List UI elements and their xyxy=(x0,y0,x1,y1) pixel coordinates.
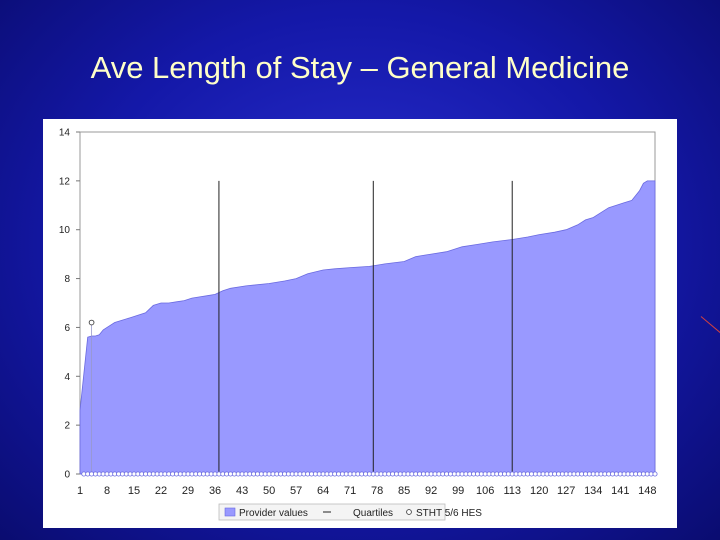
x-tick-label: 71 xyxy=(344,485,356,497)
x-tick-label: 64 xyxy=(317,485,329,497)
y-tick-label: 14 xyxy=(59,128,71,139)
baseline-marker xyxy=(652,471,658,477)
legend-label-stht: STHT 5/6 HES xyxy=(416,508,482,519)
y-tick-label: 10 xyxy=(59,225,71,236)
x-tick-label: 22 xyxy=(155,485,167,497)
y-tick-label: 8 xyxy=(64,274,70,285)
x-tick-label: 50 xyxy=(263,485,275,497)
x-tick-label: 92 xyxy=(425,485,437,497)
x-tick-label: 29 xyxy=(182,485,194,497)
x-tick-label: 57 xyxy=(290,485,302,497)
y-tick-label: 12 xyxy=(59,176,71,187)
x-tick-label: 85 xyxy=(398,485,410,497)
y-tick-label: 4 xyxy=(64,372,70,383)
y-tick-label: 6 xyxy=(64,323,70,334)
chart-panel: 0 2 4 6 8 10 12 14 1 8 15 22 29 36 43 50 57 64 71 78 85 92 99 1… xyxy=(43,119,677,528)
x-tick-label: 1 xyxy=(77,485,83,497)
x-tick-label: 127 xyxy=(557,485,575,497)
decorative-accent-line xyxy=(700,316,720,338)
y-tick-label: 0 xyxy=(64,470,70,481)
x-tick-label: 78 xyxy=(371,485,383,497)
x-tick-label: 106 xyxy=(476,485,494,497)
x-tick-label: 43 xyxy=(236,485,248,497)
legend-label-quartiles: Quartiles xyxy=(353,508,393,519)
provider-values-area xyxy=(79,180,656,475)
x-tick-label: 134 xyxy=(584,485,602,497)
x-tick-label: 36 xyxy=(209,485,221,497)
legend-label-provider: Provider values xyxy=(239,508,308,519)
x-tick-label: 141 xyxy=(611,485,629,497)
stht-marker-point xyxy=(88,319,95,326)
x-tick-label: 8 xyxy=(104,485,110,497)
x-tick-label: 148 xyxy=(638,485,656,497)
x-tick-label: 120 xyxy=(530,485,548,497)
x-tick-label: 113 xyxy=(503,485,521,497)
slide-title: Ave Length of Stay – General Medicine xyxy=(90,50,630,85)
y-tick-label: 2 xyxy=(64,421,70,432)
x-tick-label: 99 xyxy=(452,485,464,497)
legend-box xyxy=(218,503,446,521)
legend-swatch-provider xyxy=(224,507,236,517)
x-tick-label: 15 xyxy=(128,485,140,497)
legend-swatch-stht xyxy=(406,509,412,515)
